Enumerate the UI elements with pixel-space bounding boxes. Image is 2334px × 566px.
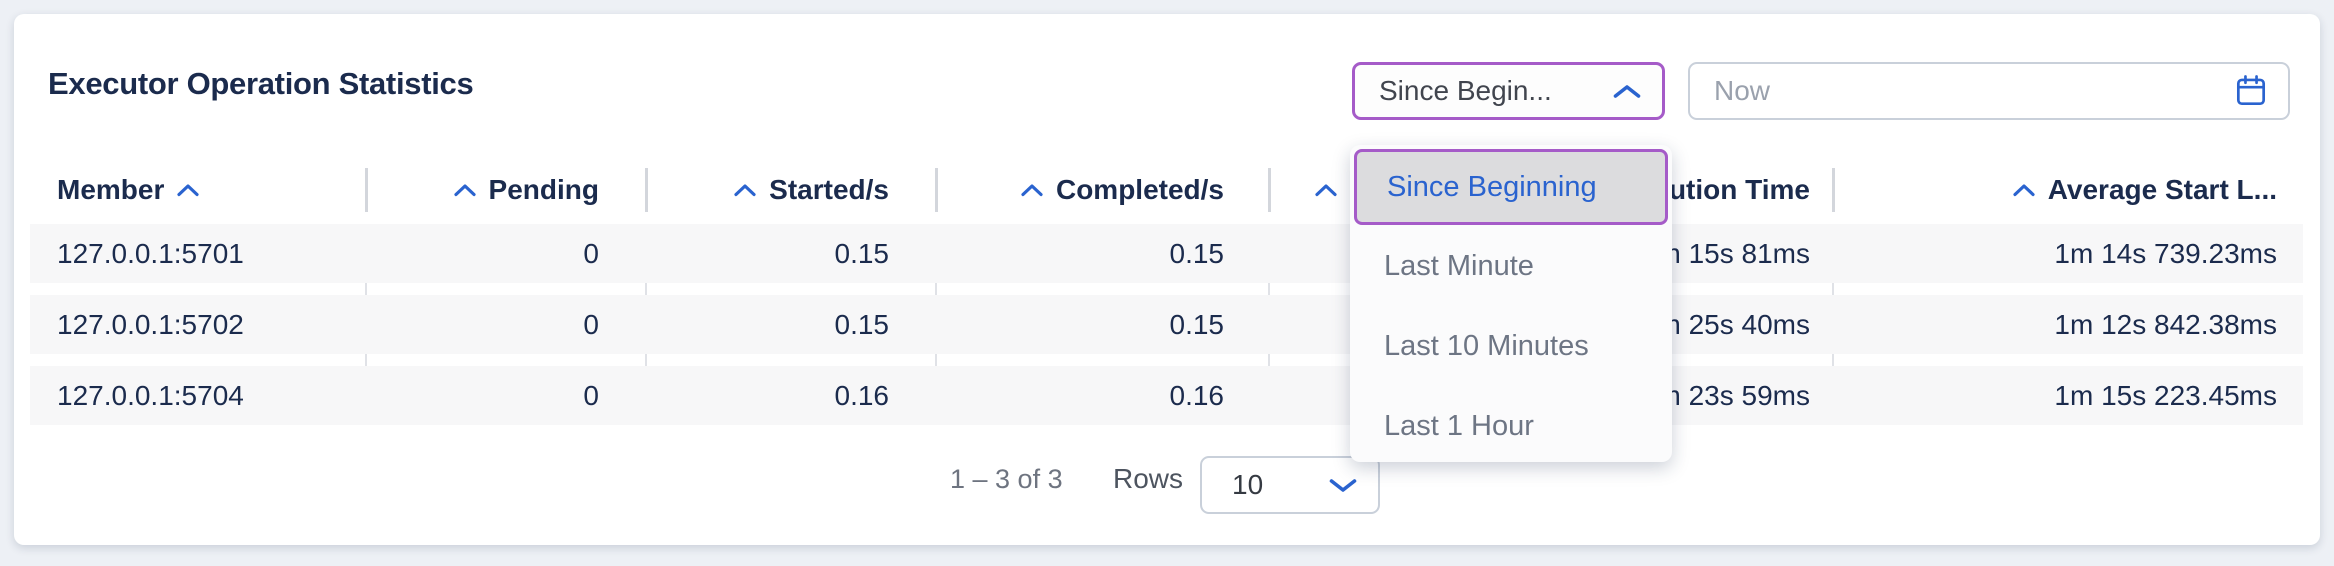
sort-asc-icon bbox=[176, 183, 200, 197]
page-title: Executor Operation Statistics bbox=[48, 66, 474, 101]
cell-pending: 0 bbox=[583, 308, 599, 340]
pagination-range-text: 1 – 3 of 3 bbox=[950, 464, 1063, 494]
calendar-icon[interactable] bbox=[2232, 71, 2270, 111]
table-header-completed-per-s[interactable]: Completed/s bbox=[935, 160, 1268, 220]
table-header-started-per-s[interactable]: Started/s bbox=[645, 160, 935, 220]
cell-average-start-latency: 1m 12s 842.38ms bbox=[2054, 308, 2277, 340]
end-time-field bbox=[1688, 62, 2290, 120]
column-divider bbox=[1268, 168, 1271, 212]
time-range-menu: Since Beginning Last Minute Last 10 Minu… bbox=[1350, 145, 1672, 462]
chevron-down-icon bbox=[1328, 477, 1358, 494]
table-header-member[interactable]: Member bbox=[57, 160, 200, 220]
column-divider bbox=[935, 168, 938, 212]
table-header-average-start-latency[interactable]: Average Start L... bbox=[1832, 160, 2303, 220]
sort-asc-icon bbox=[733, 183, 757, 197]
column-divider bbox=[645, 168, 648, 212]
cell-member: 127.0.0.1:5702 bbox=[57, 308, 244, 340]
menu-item-last-minute[interactable]: Last Minute bbox=[1384, 249, 1534, 282]
rows-per-page-value: 10 bbox=[1232, 469, 1264, 500]
time-range-select[interactable]: Since Begin... bbox=[1352, 62, 1665, 120]
cell-average-start-latency: 1m 14s 739.23ms bbox=[2054, 237, 2277, 269]
table-row: 127.0.0.1:5702 0 0.15 0.15 40m 25s 40ms … bbox=[30, 295, 2303, 354]
table-row: 127.0.0.1:5701 0 0.15 0.15 42m 15s 81ms … bbox=[30, 224, 2303, 283]
column-label: Pending bbox=[488, 174, 599, 205]
end-time-input[interactable] bbox=[1712, 74, 2232, 108]
menu-item-last-1-hour[interactable]: Last 1 Hour bbox=[1384, 409, 1534, 442]
menu-item-since-beginning[interactable]: Since Beginning bbox=[1354, 149, 1668, 225]
column-divider bbox=[365, 168, 368, 212]
cell-pending: 0 bbox=[583, 237, 599, 269]
table-row: 127.0.0.1:5704 0 0.16 0.16 42m 23s 59ms … bbox=[30, 366, 2303, 425]
sort-asc-icon bbox=[2012, 183, 2036, 197]
table-header-hidden-column[interactable] bbox=[1314, 160, 1350, 220]
cell-completed-per-s: 0.15 bbox=[1169, 308, 1225, 340]
menu-item-last-10-minutes[interactable]: Last 10 Minutes bbox=[1384, 329, 1589, 362]
executor-stats-card: Executor Operation Statistics Member Pen… bbox=[14, 14, 2320, 545]
cell-completed-per-s: 0.15 bbox=[1169, 237, 1225, 269]
column-label: Completed/s bbox=[1055, 174, 1224, 205]
chevron-up-icon bbox=[1612, 83, 1642, 100]
table-header-pending[interactable]: Pending bbox=[365, 160, 645, 220]
column-label: Member bbox=[57, 174, 165, 205]
cell-pending: 0 bbox=[583, 379, 599, 411]
sort-asc-icon bbox=[453, 183, 477, 197]
rows-per-page-label: Rows bbox=[1113, 463, 1184, 494]
column-divider bbox=[1832, 168, 1835, 212]
cell-started-per-s: 0.15 bbox=[834, 308, 890, 340]
cell-average-start-latency: 1m 15s 223.45ms bbox=[2054, 379, 2277, 411]
column-label: Average Start L... bbox=[2047, 174, 2277, 205]
sort-asc-icon bbox=[1314, 183, 1338, 197]
cell-member: 127.0.0.1:5701 bbox=[57, 237, 244, 269]
cell-completed-per-s: 0.16 bbox=[1169, 379, 1225, 411]
cell-member: 127.0.0.1:5704 bbox=[57, 379, 244, 411]
rows-per-page-select[interactable]: 10 bbox=[1200, 456, 1380, 514]
cell-started-per-s: 0.15 bbox=[834, 237, 890, 269]
time-range-select-value: Since Begin... bbox=[1379, 75, 1552, 106]
sort-asc-icon bbox=[1020, 183, 1044, 197]
column-label: Started/s bbox=[769, 174, 889, 205]
cell-started-per-s: 0.16 bbox=[834, 379, 890, 411]
